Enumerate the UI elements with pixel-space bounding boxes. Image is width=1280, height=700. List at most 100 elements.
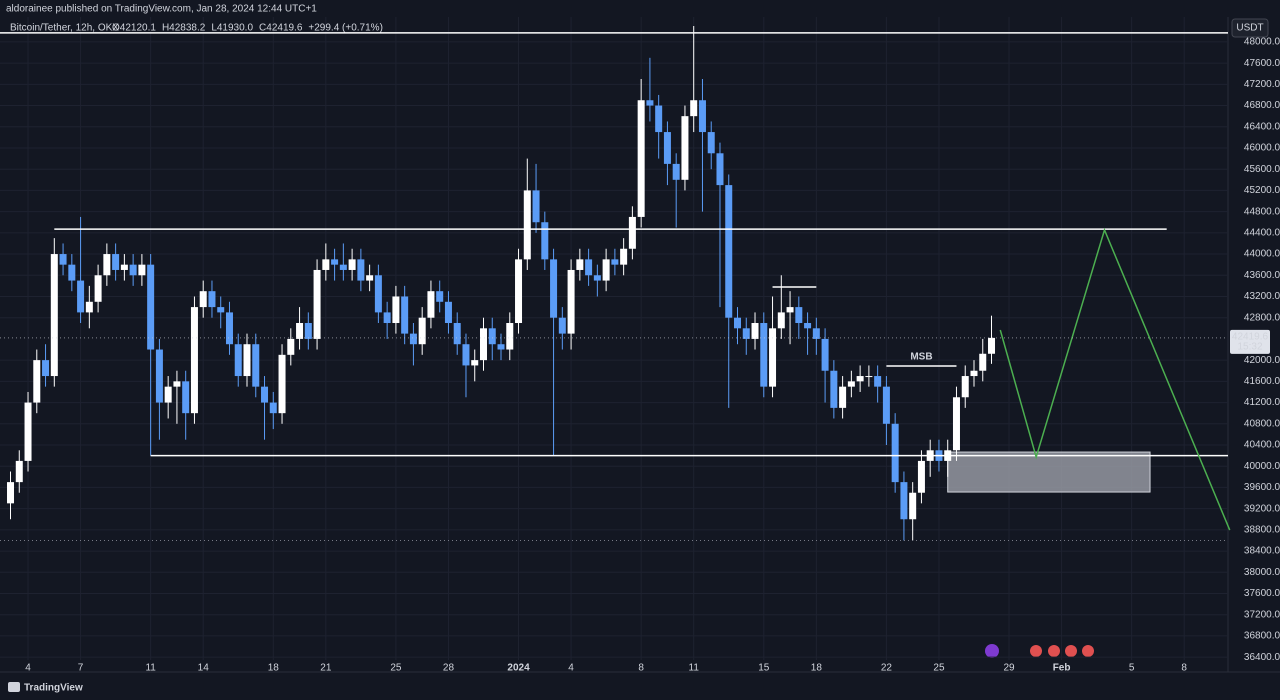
candle-body (769, 328, 777, 387)
y-tick-label: 41200.0 (1244, 397, 1280, 408)
candle-body (15, 460, 23, 483)
candle-body (7, 482, 15, 504)
candle-body (821, 338, 829, 371)
candle-body (725, 185, 733, 318)
y-tick-label: 44400.0 (1244, 227, 1280, 238)
legend-value: +299.4 (+0.71%) (308, 23, 383, 34)
candle-body (979, 353, 987, 371)
event-icon[interactable] (1030, 645, 1042, 657)
candle-body (786, 307, 794, 313)
candle-body (593, 275, 601, 281)
candle-body (839, 386, 847, 408)
candle-body (952, 397, 960, 451)
candle-body (707, 132, 715, 154)
candle-body (261, 386, 269, 403)
candle-body (374, 275, 382, 313)
event-icon[interactable] (1065, 645, 1077, 657)
x-tick-label: 22 (881, 663, 893, 674)
candle-body (147, 264, 155, 350)
candle-body (59, 254, 67, 265)
y-tick-label: 38800.0 (1244, 524, 1280, 535)
candle-body (865, 376, 873, 378)
candle-body (331, 259, 339, 265)
x-tick-label: 21 (320, 663, 332, 674)
x-tick-label: 18 (268, 663, 280, 674)
candle-body (217, 307, 225, 313)
y-tick-label: 40000.0 (1244, 461, 1280, 472)
candle-body (742, 328, 750, 339)
attribution: aldorainee published on TradingView.com,… (6, 4, 317, 15)
y-tick-label: 39200.0 (1244, 503, 1280, 514)
chart-title: Bitcoin/Tether, 12h, OKX (10, 23, 119, 34)
candle-body (523, 190, 531, 260)
candle-body (112, 254, 120, 270)
candle-body (628, 216, 636, 249)
candle-body (50, 254, 58, 377)
x-tick-label: 29 (1003, 663, 1015, 674)
candle-body (830, 370, 838, 408)
x-tick-label: Feb (1053, 663, 1071, 674)
candle-body (234, 344, 242, 377)
candle-body (585, 259, 593, 276)
legend-value: C42419.6 (259, 23, 303, 34)
candle-body (795, 307, 803, 324)
event-icon[interactable] (1082, 645, 1094, 657)
candle-body (874, 376, 882, 387)
y-tick-label: 41600.0 (1244, 376, 1280, 387)
candle-body (252, 344, 260, 387)
candle-body (401, 296, 409, 334)
candle-body (208, 291, 216, 308)
candle-body (357, 259, 365, 281)
legend-value: O42120.1 (112, 23, 156, 34)
candle-body (129, 264, 137, 276)
candle-body (383, 312, 391, 324)
candle-body (77, 280, 85, 313)
zone-box (947, 451, 1151, 493)
last-price-box (1230, 329, 1270, 354)
x-tick-label: 18 (811, 663, 823, 674)
y-tick-label: 37200.0 (1244, 609, 1280, 620)
candle-body (497, 344, 505, 350)
candle-body (646, 100, 654, 106)
candle-body (515, 259, 523, 324)
candle-body (506, 323, 514, 350)
y-tick-label: 37600.0 (1244, 588, 1280, 599)
candle-body (296, 323, 304, 339)
candle-body (24, 402, 32, 461)
y-tick-label: 46800.0 (1244, 100, 1280, 111)
y-tick-label: 46400.0 (1244, 121, 1280, 132)
candle-body (182, 381, 190, 414)
candle-body (856, 376, 864, 382)
candle-body (278, 354, 286, 414)
candle-body (471, 360, 479, 366)
candle-body (900, 482, 908, 520)
candle-body (269, 402, 277, 414)
candle-body (550, 259, 558, 318)
candle-body (760, 323, 768, 387)
x-tick-label: 4 (568, 663, 574, 674)
y-tick-label: 47200.0 (1244, 79, 1280, 90)
currency: USDT (1236, 23, 1263, 34)
y-tick-label: 44800.0 (1244, 206, 1280, 217)
y-tick-label: 43600.0 (1244, 270, 1280, 281)
y-tick-label: 47600.0 (1244, 58, 1280, 69)
candle-body (436, 291, 444, 302)
candle-body (620, 248, 628, 265)
event-icon[interactable] (1048, 645, 1060, 657)
candle-body (42, 360, 50, 377)
candle-body (304, 323, 312, 339)
candle-body (663, 132, 671, 164)
candle-body (558, 317, 566, 334)
event-icon[interactable] (985, 644, 999, 658)
candle-body (462, 344, 470, 366)
logo (8, 682, 20, 692)
candle-body (164, 386, 172, 403)
currency-box[interactable] (1231, 18, 1269, 38)
candle-body (313, 269, 321, 339)
x-tick-label: 14 (198, 663, 210, 674)
candle-body (287, 338, 295, 355)
y-tick-label: 40800.0 (1244, 418, 1280, 429)
candle-body (155, 349, 163, 403)
projection-path (999, 227, 1231, 531)
